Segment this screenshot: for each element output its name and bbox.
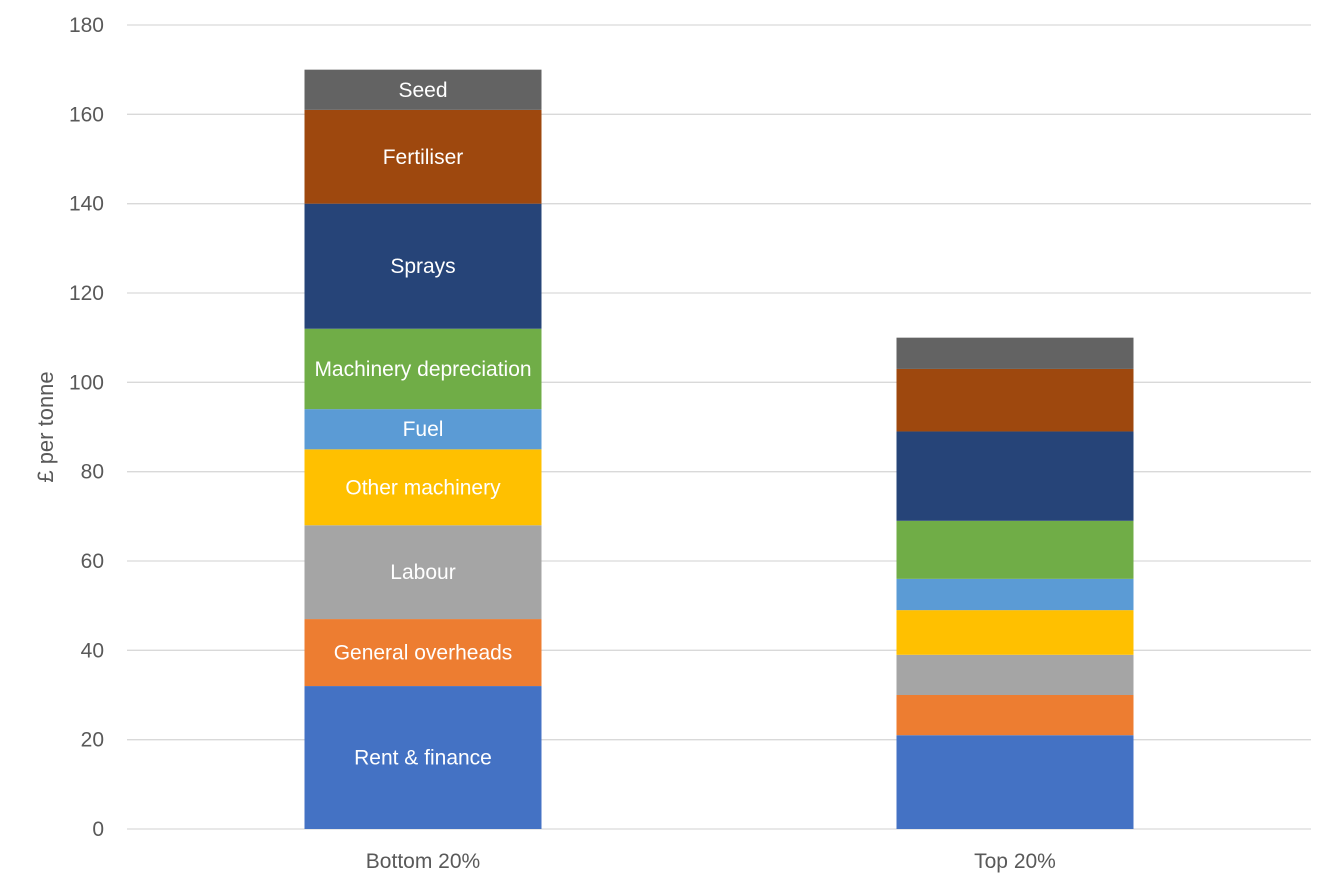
bar-segment: [896, 520, 1134, 579]
bar-segment: [896, 695, 1134, 736]
bars: [304, 69, 1134, 829]
x-axis-ticks: Bottom 20% Top 20%: [366, 850, 1056, 873]
x-tick-label: Bottom 20%: [366, 850, 480, 873]
y-tick-label: 100: [69, 371, 104, 394]
y-tick-label: 80: [81, 461, 104, 484]
y-tick-label: 160: [69, 103, 104, 126]
bar-segment: [896, 431, 1134, 521]
bar-segment-label: Fuel: [403, 418, 444, 441]
bar-segment: [304, 69, 542, 110]
bar-segment: [304, 525, 542, 620]
y-axis-ticks: 0 20 40 60 80 100 120 140 160 180: [69, 14, 104, 841]
bar-segment-label: Seed: [398, 79, 447, 102]
segment-labels: Rent & finance General overheads Labour Oth…: [314, 79, 531, 770]
bar-segment: [304, 109, 542, 204]
bar-segment: [896, 735, 1134, 829]
bar-segment-label: Other machinery: [345, 476, 501, 499]
bar-segment-label: Machinery depreciation: [314, 358, 531, 381]
bar-segment: [896, 578, 1134, 611]
bar-segment-label: General overheads: [334, 642, 513, 665]
y-tick-label: 140: [69, 193, 104, 216]
bar-segment: [304, 686, 542, 829]
y-tick-label: 0: [92, 818, 104, 841]
y-tick-label: 60: [81, 550, 104, 573]
bar-segment-label: Fertiliser: [383, 146, 464, 169]
bar-segment: [304, 619, 542, 687]
y-tick-label: 40: [81, 639, 104, 662]
bar-segment: [304, 328, 542, 410]
bar-segment-label: Sprays: [390, 255, 455, 278]
bar-segment: [896, 654, 1134, 695]
y-axis-label: £ per tonne: [33, 371, 58, 482]
y-tick-label: 120: [69, 282, 104, 305]
bar-segment: [304, 449, 542, 526]
x-tick-label: Top 20%: [974, 850, 1056, 873]
y-tick-label: 20: [81, 729, 104, 752]
bar-segment: [896, 368, 1134, 432]
bar-segment: [896, 337, 1134, 369]
bar-segment-label: Labour: [390, 561, 455, 584]
bar-segment: [304, 409, 542, 450]
bar-segment-label: Rent & finance: [354, 747, 492, 770]
y-tick-label: 180: [69, 14, 104, 37]
bar-segment: [304, 203, 542, 329]
bar-segment: [896, 610, 1134, 655]
